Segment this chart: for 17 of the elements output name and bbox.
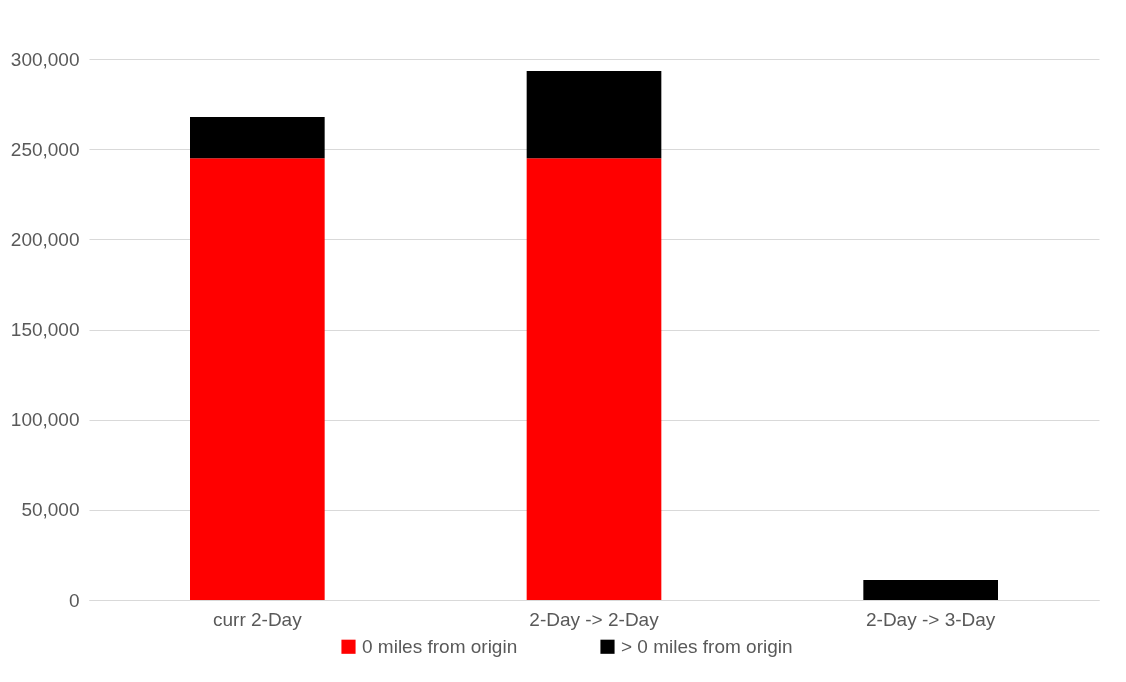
x-tick-label: 2-Day -> 2-Day [529, 608, 660, 630]
y-tick-label: 250,000 [10, 138, 80, 160]
bar [526, 158, 662, 600]
bar [526, 71, 662, 159]
legend-label: > 0 miles from origin [621, 635, 793, 657]
y-tick-label: 100,000 [10, 409, 80, 431]
x-tick-label: 2-Day -> 3-Day [865, 608, 996, 630]
legend-label: 0 miles from origin [362, 635, 518, 657]
y-tick-label: 50,000 [21, 499, 80, 521]
y-tick-label: 200,000 [10, 228, 80, 250]
bar [190, 158, 325, 600]
x-tick-label: curr 2-Day [212, 608, 303, 630]
bar [190, 117, 325, 159]
y-tick-label: 0 [68, 589, 80, 611]
bar [863, 579, 998, 600]
y-tick-label: 150,000 [10, 319, 80, 340]
y-tick-label: 300,000 [10, 48, 80, 70]
